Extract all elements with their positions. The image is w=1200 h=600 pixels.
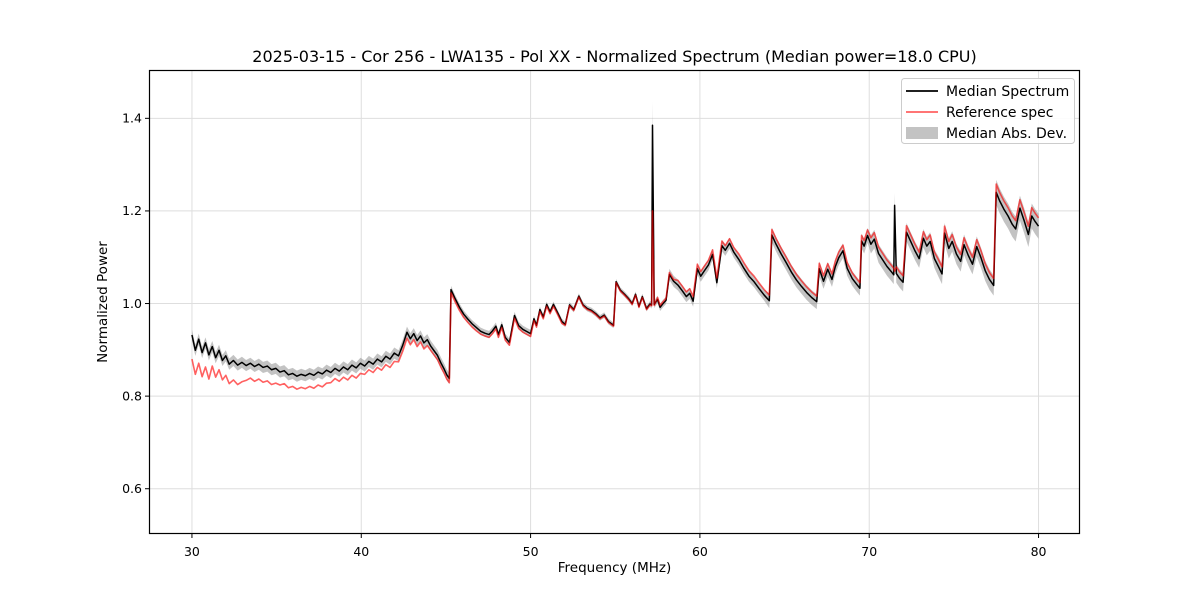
mad-band <box>191 102 1039 385</box>
x-tick-label: 40 <box>353 544 369 559</box>
legend-item-label: Reference spec <box>946 105 1053 121</box>
x-tick-label: 50 <box>523 544 539 559</box>
y-tick-label: 1.0 <box>122 296 142 311</box>
mad-band-layer <box>191 102 1039 385</box>
legend-item-label: Median Spectrum <box>946 84 1069 100</box>
legend-box <box>901 78 1075 144</box>
x-tick-label: 60 <box>692 544 708 559</box>
legend: Median Spectrum Reference spec Median Abs.… <box>901 78 1075 144</box>
y-tick-label: 1.4 <box>122 111 142 126</box>
legend-patch-sample <box>906 127 938 139</box>
y-axis-label: Normalized Power <box>95 241 111 363</box>
x-tick-label: 30 <box>184 544 200 559</box>
series-layer <box>191 124 1040 390</box>
tick-labels-layer: 30 40 50 60 70 80 0.6 0.8 1.0 1.2 1.4 <box>122 111 1046 559</box>
x-tick-label: 70 <box>861 544 877 559</box>
x-axis-label: Frequency (MHz) <box>558 560 671 576</box>
plot-frame <box>148 69 1081 535</box>
y-tick-label: 1.2 <box>122 203 142 218</box>
legend-item-label: Median Abs. Dev. <box>946 126 1067 142</box>
chart-title: 2025-03-15 - Cor 256 - LWA135 - Pol XX -… <box>252 47 976 66</box>
y-tick-label: 0.6 <box>122 481 142 496</box>
x-tick-label: 80 <box>1031 544 1047 559</box>
reference-spectrum-line <box>191 183 1040 390</box>
y-tick-label: 0.8 <box>122 388 142 403</box>
axes-layer <box>145 69 1081 538</box>
